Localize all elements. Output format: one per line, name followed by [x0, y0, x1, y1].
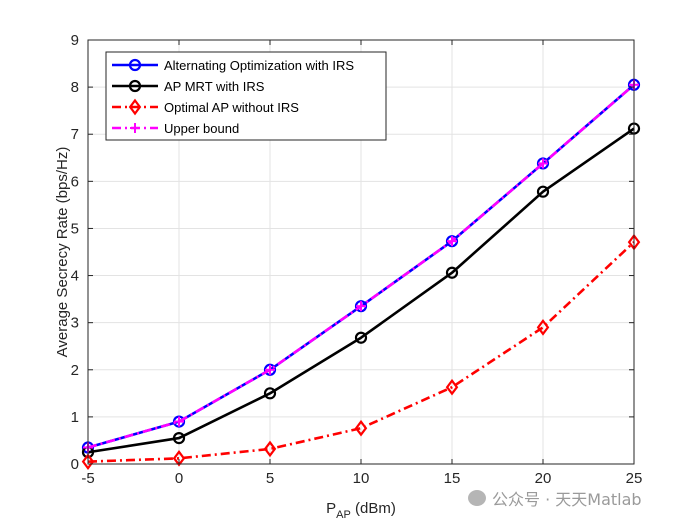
- legend-item: Upper bound: [112, 121, 239, 136]
- y-tick-label: 1: [71, 409, 79, 426]
- y-tick-label: 7: [71, 126, 79, 143]
- x-tick-label: 15: [444, 470, 461, 487]
- series-layer: [81, 78, 641, 470]
- legend: Alternating Optimization with IRS AP MRT …: [105, 51, 387, 141]
- y-tick-label: 0: [71, 456, 79, 473]
- y-tick-label: 9: [71, 32, 79, 49]
- legend-label: Alternating Optimization with IRS: [164, 58, 354, 73]
- y-tick-label: 5: [71, 220, 79, 237]
- x-tick-label: 20: [535, 470, 552, 487]
- y-tick-label: 2: [71, 362, 79, 379]
- legend-swatch-marker: [128, 98, 142, 116]
- series-2-point: [536, 185, 550, 198]
- legend-swatch-marker: [128, 58, 142, 72]
- legend-label: Upper bound: [164, 121, 239, 136]
- x-axis-label: PAP (dBm): [326, 500, 396, 521]
- y-tick-label: 6: [71, 173, 79, 190]
- legend-item: AP MRT with IRS: [112, 79, 265, 94]
- legend-box: [105, 51, 387, 141]
- legend-item: Alternating Optimization with IRS: [112, 58, 354, 73]
- wechat-icon: [468, 490, 486, 506]
- watermark: 公众号 · 天天Matlab: [468, 486, 642, 510]
- series-2-line: [87, 127, 635, 454]
- series-4-point: [356, 301, 366, 312]
- series-2-point: [445, 266, 459, 279]
- series-2-point: [354, 331, 368, 344]
- series-2-point: [172, 431, 186, 445]
- x-tick-label: -5: [81, 470, 94, 487]
- series-4-point: [174, 416, 184, 427]
- legend-swatch-marker: [128, 79, 142, 93]
- series-4-point: [447, 236, 457, 247]
- series-3-point: [445, 378, 459, 396]
- legend-label: Optimal AP without IRS: [164, 100, 299, 115]
- legend-label: AP MRT with IRS: [164, 79, 265, 94]
- x-tick-label: 25: [626, 470, 643, 487]
- series-3: [81, 233, 641, 470]
- y-tick-label: 3: [71, 315, 79, 332]
- series-2-point: [263, 387, 277, 400]
- series-3-point: [81, 453, 95, 470]
- y-axis-label: Average Secrecy Rate (bps/Hz): [54, 147, 71, 358]
- legend-item: Optimal AP without IRS: [112, 98, 299, 116]
- legend-swatch-marker: [130, 123, 140, 133]
- series-4-point: [538, 158, 548, 169]
- y-tick-label: 4: [71, 268, 79, 285]
- x-tick-label: 0: [175, 470, 183, 487]
- y-tick-label: 8: [71, 79, 79, 96]
- series-3-point: [172, 450, 186, 467]
- series-4-point: [265, 364, 275, 375]
- series-3-point: [536, 319, 550, 336]
- x-tick-label: 10: [353, 470, 370, 487]
- series-3-point: [354, 419, 368, 437]
- series-3-point: [263, 440, 277, 458]
- x-tick-label: 5: [266, 470, 274, 487]
- watermark-text: 公众号 · 天天Matlab: [492, 490, 642, 509]
